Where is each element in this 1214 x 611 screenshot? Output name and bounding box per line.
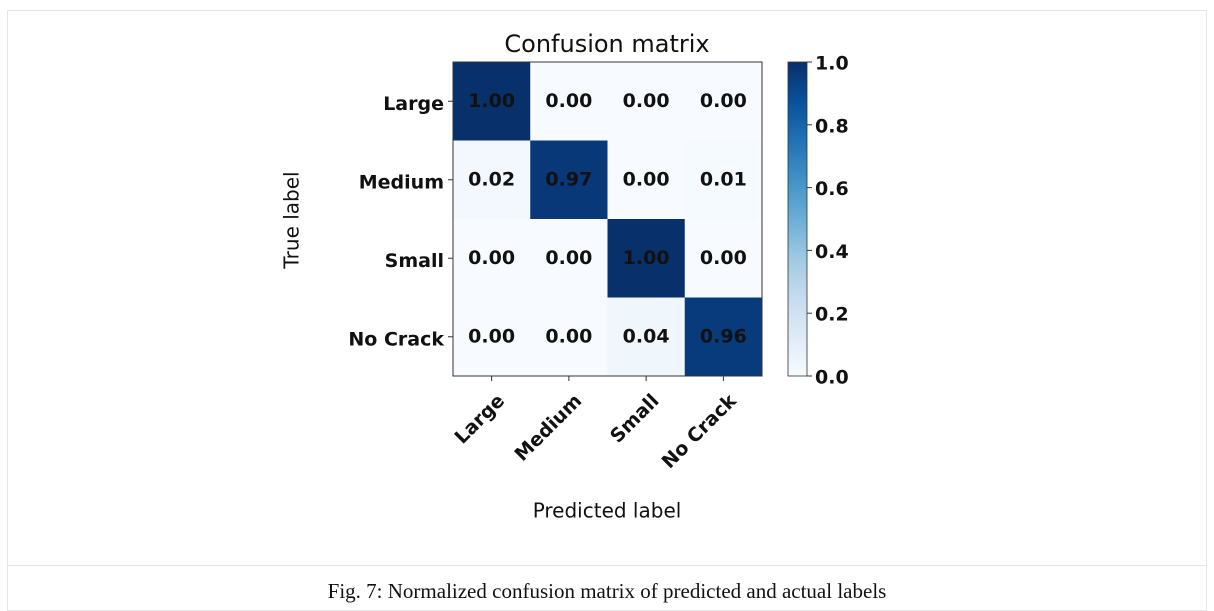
colorbar bbox=[787, 61, 808, 377]
x-tick-label: Small bbox=[606, 390, 664, 448]
colorbar-tick-label: 0.4 bbox=[815, 241, 849, 263]
colorbar-tick-label: 0.2 bbox=[815, 304, 849, 326]
cell bbox=[684, 219, 763, 298]
cell-label: 0.04 bbox=[623, 325, 670, 347]
x-axis-label: Predicted label bbox=[533, 499, 682, 523]
cell-label: 0.00 bbox=[700, 247, 747, 269]
cell-label: 1.00 bbox=[468, 90, 515, 112]
y-tick-label: Large bbox=[383, 93, 444, 115]
cell bbox=[453, 62, 531, 141]
x-tick-label: Medium bbox=[510, 390, 586, 466]
cell bbox=[530, 219, 608, 298]
x-tick-label: Large bbox=[451, 390, 510, 449]
y-axis-label: True label bbox=[280, 171, 304, 269]
cell bbox=[684, 140, 763, 220]
cell-label: 0.00 bbox=[468, 325, 515, 347]
cell-label: 0.97 bbox=[545, 168, 592, 190]
plot-border bbox=[452, 61, 763, 377]
cell bbox=[607, 140, 686, 220]
cell-label: 0.02 bbox=[468, 168, 515, 190]
cell-label: 0.00 bbox=[623, 168, 670, 190]
y-tick-label: Medium bbox=[359, 171, 444, 193]
cell bbox=[530, 62, 608, 141]
cell bbox=[530, 140, 608, 220]
colorbar-tick-label: 1.0 bbox=[815, 53, 849, 75]
cell bbox=[453, 140, 531, 220]
cell-label: 0.00 bbox=[545, 325, 592, 347]
cell-label: 0.00 bbox=[700, 90, 747, 112]
cell-label: 0.01 bbox=[700, 168, 747, 190]
y-tick-label: No Crack bbox=[348, 328, 444, 350]
y-tick-label: Small bbox=[385, 250, 444, 272]
cell bbox=[607, 62, 686, 141]
colorbar-tick-label: 0.8 bbox=[815, 115, 849, 137]
cell bbox=[684, 297, 763, 377]
cell bbox=[607, 219, 686, 298]
cell-label: 0.00 bbox=[468, 247, 515, 269]
cell bbox=[453, 219, 531, 298]
cell bbox=[607, 297, 686, 377]
cell-label: 0.00 bbox=[623, 90, 670, 112]
chart-title: Confusion matrix bbox=[504, 30, 709, 58]
cell-label: 0.96 bbox=[700, 325, 747, 347]
cell-label: 0.00 bbox=[545, 90, 592, 112]
cell bbox=[684, 62, 763, 141]
cell-label: 1.00 bbox=[623, 247, 670, 269]
x-tick-label: No Crack bbox=[658, 390, 741, 473]
colorbar-tick-label: 0.6 bbox=[815, 178, 849, 200]
cell-label: 0.00 bbox=[545, 247, 592, 269]
cell bbox=[530, 297, 608, 377]
cell bbox=[453, 297, 531, 377]
caption: Fig. 7: Normalized confusion matrix of p… bbox=[328, 579, 887, 603]
colorbar-tick-label: 0.0 bbox=[815, 367, 849, 389]
